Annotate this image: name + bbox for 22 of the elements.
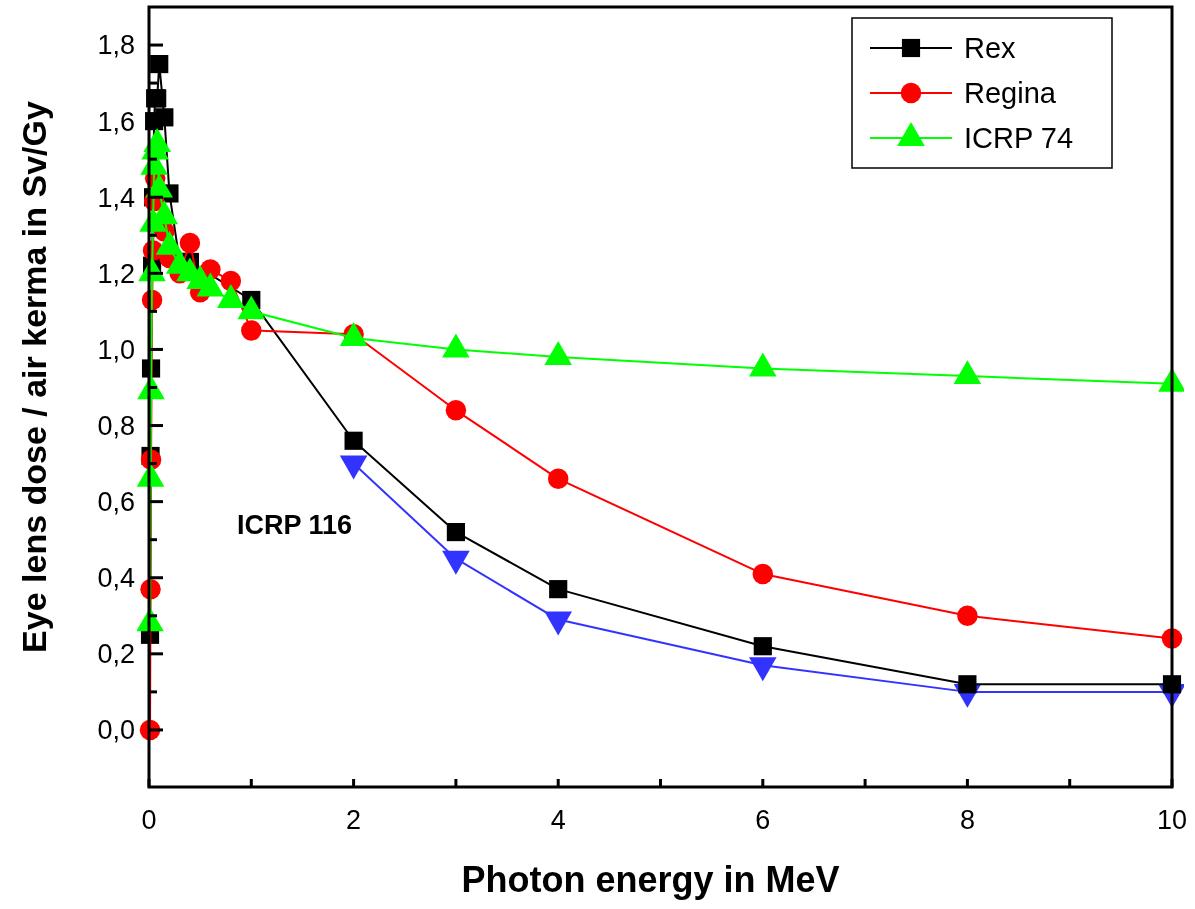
x-tick-label: 10	[1156, 805, 1188, 835]
legend-label: ICRP 74	[964, 122, 1074, 155]
y-tick-label: 0,4	[97, 563, 135, 594]
y-tick-label: 0,8	[97, 410, 135, 441]
x-tick-label: 6	[755, 805, 771, 835]
y-tick-label: 0,0	[97, 715, 135, 746]
legend-label: Rex	[964, 32, 1017, 65]
y-tick-label: 0,2	[97, 639, 135, 670]
y-tick-label: 0,6	[97, 487, 135, 518]
legend-label: Regina	[964, 77, 1057, 110]
y-axis-title: Eye lens dose / air kerma in Sv/Gy	[15, 101, 53, 653]
x-tick-label: 2	[346, 805, 362, 835]
x-axis-title: Photon energy in MeV	[461, 859, 840, 900]
y-tick-label: 1,2	[97, 258, 135, 289]
y-tick-label: 1,4	[97, 182, 135, 213]
y-tick-label: 1,6	[97, 106, 135, 137]
y-tick-label: 1,8	[97, 30, 135, 61]
y-tick-label: 1,0	[97, 334, 135, 365]
x-tick-label: 8	[959, 805, 975, 835]
x-tick-label: 4	[550, 805, 566, 835]
annotation: ICRP 116	[236, 509, 353, 540]
x-tick-label: 0	[141, 805, 157, 835]
